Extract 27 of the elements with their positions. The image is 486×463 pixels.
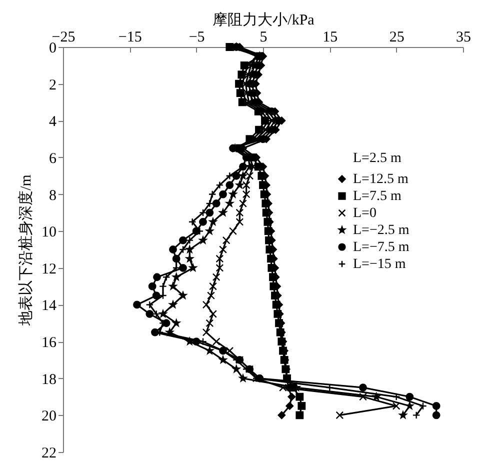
y-tick-label: 22 (42, 446, 56, 462)
y-axis-title: 地表以下沿桩身深度/m (18, 174, 34, 326)
y-tick-label: 12 (42, 261, 56, 278)
x-tick-label: −15 (118, 30, 142, 46)
x-tick-label: 5 (260, 30, 268, 46)
x-tick-label: 35 (456, 30, 471, 46)
annotation: L=2.5 m (353, 151, 402, 167)
y-tick-label: 4 (49, 114, 57, 130)
legend-label: L=−7.5 m (353, 240, 410, 255)
y-tick-label: 2 (49, 77, 56, 94)
x-tick-label: 25 (389, 30, 404, 46)
x-tick-label: −5 (188, 30, 205, 46)
y-tick-label: 20 (42, 408, 56, 425)
y-tick-label: 10 (42, 224, 56, 241)
y-tick-label: 14 (42, 298, 57, 314)
x-axis-title: 摩阻力大小/kPa (212, 12, 315, 28)
y-tick-label: 18 (42, 372, 56, 388)
legend-label: L=−15 m (353, 257, 406, 272)
y-tick-label: 8 (49, 188, 56, 204)
y-tick-label: 6 (49, 150, 57, 167)
legend-label: L=0 (353, 206, 376, 221)
legend-label: L=−2.5 m (353, 223, 410, 238)
y-tick-label: 16 (42, 335, 57, 352)
x-tick-label: 15 (322, 30, 338, 46)
y-tick-label: 0 (49, 40, 56, 56)
legend-label: L=12.5 m (353, 172, 408, 187)
legend-label: L=7.5 m (353, 189, 402, 204)
